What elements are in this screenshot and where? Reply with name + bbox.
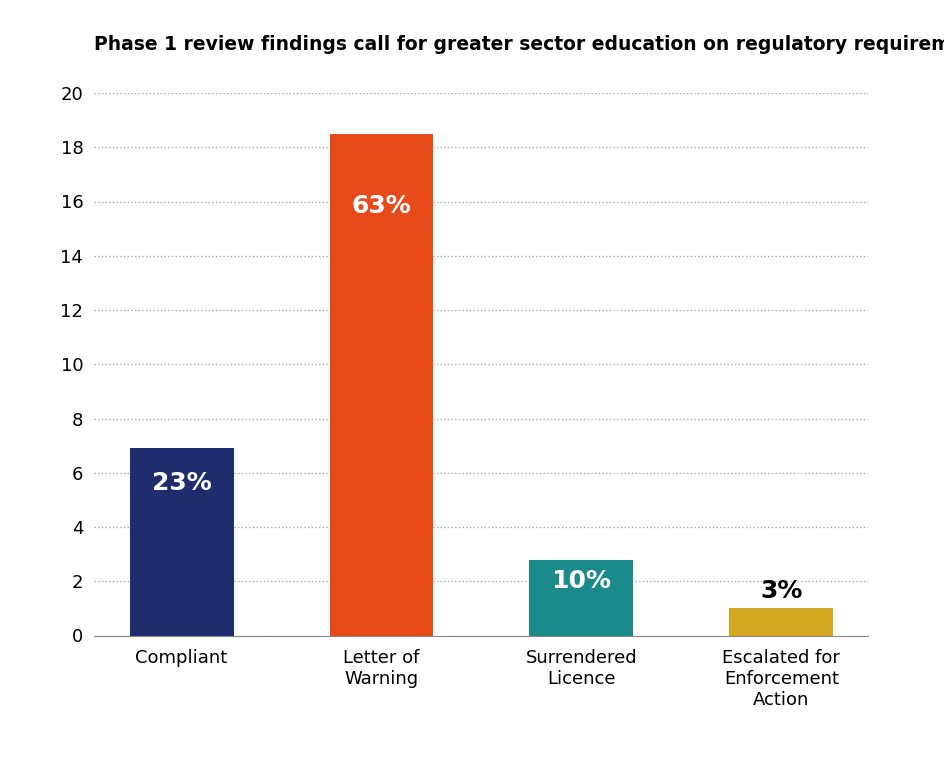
Bar [329, 133, 433, 635]
Bar [530, 560, 633, 635]
Bar [129, 448, 233, 636]
Bar [730, 608, 834, 635]
Text: 63%: 63% [351, 194, 412, 218]
Text: Phase 1 review findings call for greater sector education on regulatory requirem: Phase 1 review findings call for greater… [94, 35, 944, 54]
Text: 3%: 3% [760, 579, 802, 603]
Text: 23%: 23% [152, 470, 211, 494]
Text: 10%: 10% [551, 569, 612, 593]
